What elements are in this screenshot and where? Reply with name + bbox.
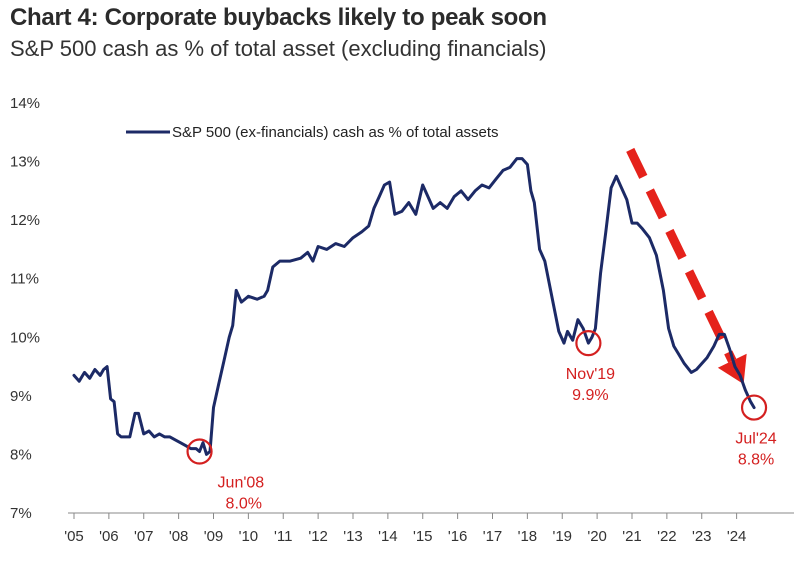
annotation-value: 8.8% (738, 452, 774, 469)
x-tick-label: '05 (64, 528, 84, 545)
series-line (72, 157, 756, 456)
annotation-label: Jul'24 (735, 431, 776, 448)
annotation-value: 9.9% (572, 387, 608, 404)
x-tick-label: '19 (552, 528, 572, 545)
y-tick-label: 9% (10, 388, 32, 405)
y-tick-label: 14% (10, 95, 40, 112)
y-tick-label: 7% (10, 505, 32, 522)
y-tick-label: 8% (10, 446, 32, 463)
x-tick-label: '24 (727, 528, 747, 545)
trend-arrow-shaft (626, 147, 737, 363)
legend: S&P 500 (ex-financials) cash as % of tot… (126, 124, 499, 141)
annotation-circle (740, 394, 768, 421)
y-tick-label: 12% (10, 212, 40, 229)
x-tick-label: '16 (448, 528, 468, 545)
x-axis-ticks: '05 '06 '07 '08 '09 '10 '11 '12 '13 '14 '15 '16 '17 '… (64, 513, 746, 545)
y-tick-label: 11% (10, 271, 39, 288)
x-tick-label: '07 (134, 528, 154, 545)
x-tick-label: '06 (99, 528, 119, 545)
x-tick-label: '10 (239, 528, 259, 545)
x-tick-label: '13 (343, 528, 363, 545)
x-tick-label: '23 (692, 528, 712, 545)
x-tick-label: '08 (169, 528, 189, 545)
annotation-label: Nov'19 (566, 366, 615, 383)
annotation-value: 8.0% (226, 496, 262, 513)
chart-title: Chart 4: Corporate buybacks likely to pe… (10, 4, 547, 31)
x-tick-label: '12 (308, 528, 328, 545)
series-group (72, 157, 756, 456)
y-axis-ticks: 7% 8% 9% 10% 11% 12% 13% 14% (10, 95, 40, 522)
x-tick-label: '14 (378, 528, 398, 545)
annotations: Jun'08 8.0% Nov'19 9.9% Jul'24 8.8% (186, 330, 777, 513)
annotation-label: Jun'08 (218, 475, 265, 492)
chart-subtitle: S&P 500 cash as % of total asset (exclud… (10, 36, 547, 61)
x-tick-label: '09 (204, 528, 224, 545)
x-tick-label: '20 (587, 528, 607, 545)
y-tick-label: 13% (10, 154, 40, 171)
x-tick-label: '15 (413, 528, 433, 545)
x-tick-label: '22 (657, 528, 677, 545)
annotation-circle (575, 330, 602, 357)
x-tick-label: '17 (483, 528, 503, 545)
annotation-circle (186, 438, 213, 465)
x-tick-label: '21 (622, 528, 642, 545)
legend-label: S&P 500 (ex-financials) cash as % of tot… (172, 124, 499, 141)
x-tick-label: '18 (518, 528, 538, 545)
x-tick-label: '11 (274, 528, 292, 545)
y-tick-label: 10% (10, 329, 40, 346)
